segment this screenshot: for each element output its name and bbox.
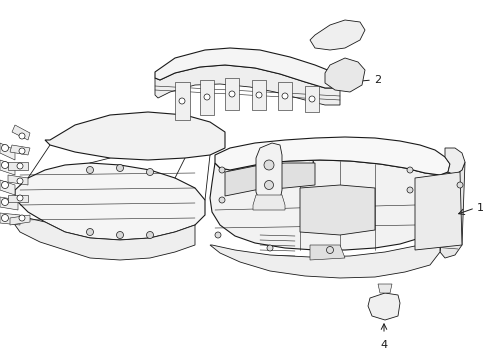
Circle shape	[87, 166, 94, 174]
Text: 2: 2	[374, 75, 381, 85]
Circle shape	[17, 195, 23, 201]
Circle shape	[219, 197, 225, 203]
Circle shape	[117, 231, 123, 239]
Polygon shape	[15, 215, 195, 260]
Circle shape	[282, 93, 288, 99]
Circle shape	[117, 165, 123, 171]
Polygon shape	[210, 238, 440, 278]
Circle shape	[19, 148, 25, 154]
Polygon shape	[253, 195, 285, 210]
Polygon shape	[440, 162, 465, 258]
Circle shape	[1, 144, 8, 152]
Circle shape	[326, 247, 334, 253]
Text: 4: 4	[380, 340, 388, 350]
Polygon shape	[278, 82, 292, 110]
Polygon shape	[8, 175, 28, 185]
Polygon shape	[8, 195, 28, 202]
Polygon shape	[210, 160, 448, 250]
Circle shape	[309, 96, 315, 102]
Circle shape	[1, 181, 8, 189]
Text: 1: 1	[477, 203, 484, 213]
Polygon shape	[215, 137, 450, 175]
Polygon shape	[445, 148, 465, 175]
Polygon shape	[256, 143, 282, 205]
Polygon shape	[0, 160, 15, 175]
Circle shape	[204, 94, 210, 100]
Circle shape	[256, 92, 262, 98]
Circle shape	[17, 178, 23, 184]
Polygon shape	[175, 82, 190, 120]
Polygon shape	[305, 86, 319, 112]
Polygon shape	[225, 163, 315, 196]
Circle shape	[267, 245, 273, 251]
Polygon shape	[415, 172, 462, 250]
Circle shape	[407, 187, 413, 193]
Circle shape	[265, 180, 273, 189]
Circle shape	[1, 198, 8, 206]
Polygon shape	[300, 185, 375, 235]
Circle shape	[1, 215, 8, 221]
Circle shape	[179, 98, 185, 104]
Polygon shape	[200, 80, 214, 115]
Polygon shape	[310, 245, 345, 260]
Polygon shape	[252, 80, 266, 110]
Polygon shape	[310, 20, 365, 50]
Polygon shape	[8, 162, 28, 170]
Circle shape	[457, 182, 463, 188]
Circle shape	[215, 232, 221, 238]
Circle shape	[147, 231, 153, 239]
Polygon shape	[10, 145, 30, 155]
Circle shape	[229, 91, 235, 97]
Circle shape	[19, 215, 25, 221]
Polygon shape	[0, 213, 20, 225]
Polygon shape	[155, 65, 340, 105]
Circle shape	[17, 163, 23, 169]
Polygon shape	[0, 180, 15, 195]
Circle shape	[19, 133, 25, 139]
Polygon shape	[155, 48, 345, 88]
Polygon shape	[0, 143, 15, 160]
Polygon shape	[45, 112, 225, 160]
Circle shape	[1, 162, 8, 168]
Polygon shape	[225, 78, 239, 110]
Text: 3: 3	[307, 160, 314, 170]
Polygon shape	[10, 215, 30, 225]
Polygon shape	[325, 58, 365, 92]
Circle shape	[264, 160, 274, 170]
Circle shape	[147, 168, 153, 176]
Polygon shape	[0, 197, 18, 210]
Polygon shape	[12, 125, 30, 140]
Polygon shape	[15, 163, 205, 240]
Polygon shape	[368, 293, 400, 320]
Circle shape	[87, 229, 94, 235]
Circle shape	[407, 167, 413, 173]
Circle shape	[219, 167, 225, 173]
Polygon shape	[378, 284, 392, 293]
